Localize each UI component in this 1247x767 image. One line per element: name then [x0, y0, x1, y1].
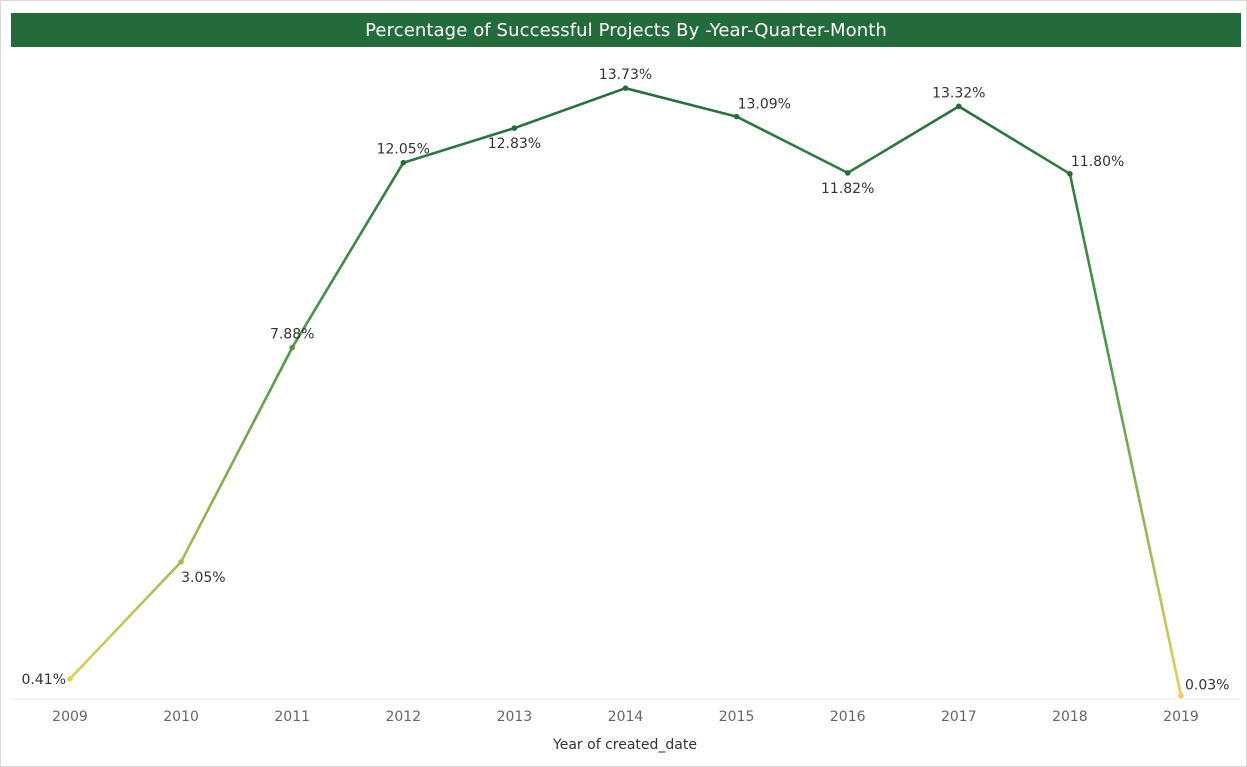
chart-title: Percentage of Successful Projects By -Ye… [365, 19, 887, 41]
x-tick-label: 2015 [719, 709, 755, 725]
data-point[interactable] [1178, 692, 1184, 699]
x-tick-label: 2009 [52, 709, 88, 725]
data-point[interactable] [1067, 170, 1073, 177]
data-label: 13.73% [599, 67, 652, 83]
series-line [69, 86, 1183, 696]
data-label: 12.05% [377, 142, 430, 158]
x-axis-title: Year of created_date [552, 737, 697, 753]
data-labels-group: 0.41% 3.05% 7.88% 12.05% 12.83% 13.73% 13.09% 1… [22, 67, 1230, 693]
data-label: 11.80% [1071, 154, 1124, 170]
data-point[interactable] [511, 125, 518, 131]
data-point[interactable] [67, 676, 73, 682]
x-tick-label: 2018 [1052, 709, 1088, 725]
data-label: 0.03% [1185, 678, 1229, 694]
data-label: 12.83% [488, 136, 541, 152]
data-point[interactable] [733, 113, 740, 120]
x-tick-label: 2013 [497, 709, 533, 725]
data-point[interactable] [178, 558, 184, 565]
x-tick-label: 2014 [608, 709, 644, 725]
data-point[interactable] [289, 344, 296, 351]
data-label: 7.88% [270, 327, 314, 343]
data-point[interactable] [956, 103, 962, 110]
data-label: 11.82% [821, 181, 874, 197]
data-label: 0.41% [22, 672, 66, 688]
series-line-group [69, 86, 1183, 696]
x-tick-label: 2019 [1163, 709, 1199, 725]
data-label: 13.09% [738, 97, 791, 113]
x-tick-label: 2011 [274, 709, 310, 725]
data-point[interactable] [622, 85, 629, 91]
chart-title-bar: Percentage of Successful Projects By -Ye… [11, 13, 1241, 47]
x-tick-label: 2010 [163, 709, 199, 725]
x-tick-label: 2017 [941, 709, 977, 725]
data-point[interactable] [400, 159, 407, 166]
data-point[interactable] [844, 170, 851, 176]
data-label: 3.05% [181, 570, 225, 586]
x-tick-label: 2016 [830, 709, 866, 725]
x-tick-label: 2012 [385, 709, 421, 725]
data-label: 13.32% [932, 85, 985, 101]
data-points-group [67, 85, 1184, 699]
x-tick-labels-group: 2009 2010 2011 2012 2013 2014 2015 2016 2017 2018… [52, 709, 1199, 725]
